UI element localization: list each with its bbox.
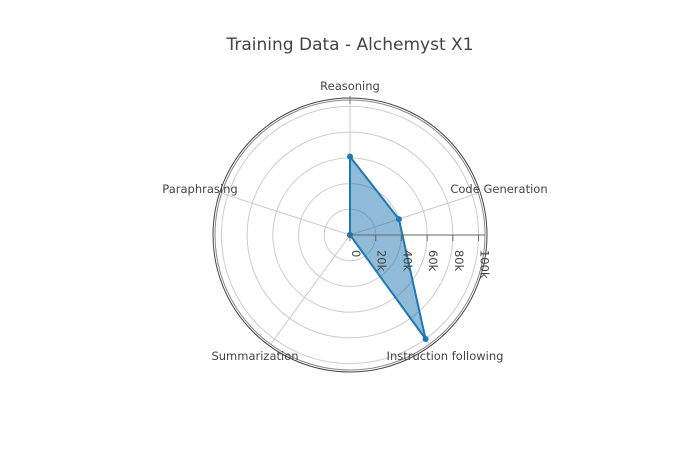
category-label: Instruction following [387,349,504,363]
category-label: Paraphrasing [162,182,237,196]
radial-tick-label: 0 [349,250,363,257]
radar-grid [212,96,488,373]
radial-tick-label: 40k [400,250,414,272]
series-point [347,153,353,160]
series-point [395,216,402,223]
grid-spoke [221,192,351,236]
radial-tick-label: 80k [452,250,466,272]
series-point [422,336,429,343]
chart-title: Training Data - Alchemyst X1 [226,35,474,55]
category-label: Reasoning [320,79,380,93]
radar-category-labels: Reasoning Code Generation Instruction foll… [162,79,547,363]
radial-tick-label: 100k [478,250,492,279]
category-label: Code Generation [450,182,547,196]
grid-spoke [270,234,351,345]
radar-series-layer [347,153,429,343]
radial-tick-label: 60k [426,250,440,272]
radial-tick-label: 20k [375,250,389,272]
radar-radial-axis: 0 20k 40k 60k 80k 100k [349,234,492,279]
category-label: Summarization [211,349,298,363]
